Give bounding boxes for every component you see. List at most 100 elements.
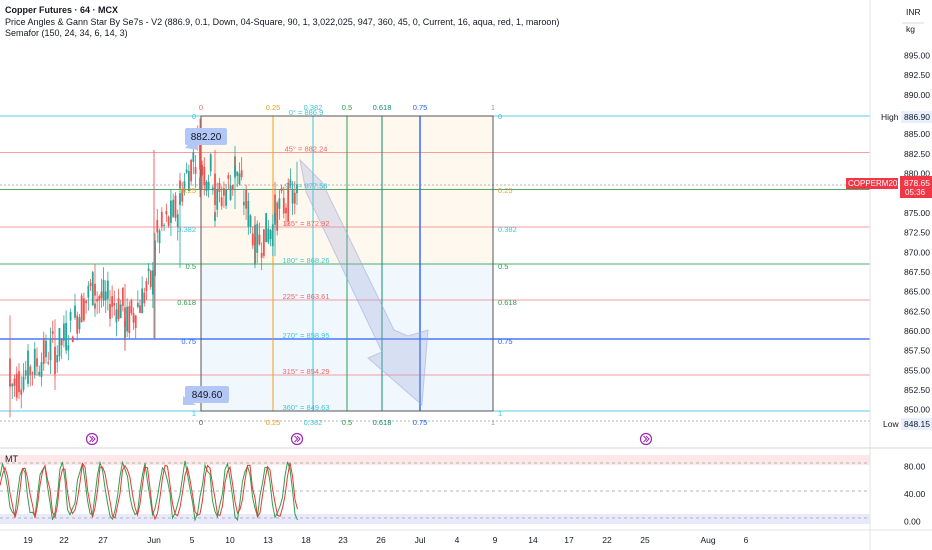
candle-body	[211, 187, 214, 191]
callout-top-text: 882.20	[191, 132, 222, 143]
price-tick: 870.00	[904, 247, 930, 257]
fib-label-left: 0.5	[186, 262, 196, 271]
candle-body	[47, 362, 50, 364]
candle-body	[201, 164, 204, 176]
candle-body	[67, 345, 70, 351]
candle-body	[238, 173, 241, 185]
time-tick: 6	[744, 535, 749, 545]
event-markers[interactable]	[85, 432, 653, 446]
candle-body	[76, 315, 79, 334]
event-marker-lightning-icon	[294, 435, 301, 443]
time-axis[interactable]: 19 22 27 Jun 5 10 13 18 23 26 Jul 4 9 14 17 22 25 Aug 6	[23, 535, 748, 545]
price-tick: 895.00	[904, 51, 930, 61]
candle-body	[163, 224, 165, 226]
candle-body	[236, 171, 239, 176]
candle-body	[139, 305, 141, 313]
candle-body	[62, 323, 65, 341]
candle-body	[69, 311, 72, 321]
candle-body	[96, 298, 99, 302]
gann-square-border	[200, 115, 494, 412]
candle-body	[242, 201, 245, 206]
fib-label-right: 0.25	[498, 186, 513, 195]
fib-label-left: 0.25	[181, 186, 196, 195]
candle-body	[87, 285, 90, 298]
fib-label-left: 0	[192, 112, 196, 121]
candle-body	[100, 291, 103, 299]
candle-body	[156, 220, 159, 233]
fib-label-bottom: 0.75	[413, 418, 428, 427]
fib-label-bottom: 1	[491, 418, 495, 427]
price-tick: 867.50	[904, 267, 930, 277]
candle-body	[218, 182, 221, 192]
time-tick: 23	[338, 535, 348, 545]
fib-label-left: 0.382	[177, 225, 196, 234]
candle-body	[205, 181, 208, 192]
angle-label: 270° = 858.95	[283, 331, 330, 340]
candle-body	[174, 195, 177, 218]
candle-body	[126, 306, 129, 332]
candle-body	[143, 292, 146, 304]
event-marker-forward-icon	[643, 435, 650, 443]
time-tick: 27	[98, 535, 108, 545]
last-price-box	[900, 176, 932, 198]
candle-body	[89, 282, 92, 286]
high-tag-value: 886.90	[904, 112, 930, 122]
high-tag-label: High	[881, 112, 899, 122]
candle-body	[296, 184, 298, 194]
candle-body	[149, 270, 152, 287]
fib-label-right: 0.5	[498, 262, 508, 271]
time-tick: 17	[564, 535, 574, 545]
candle-body	[216, 189, 219, 210]
candle-body	[229, 185, 232, 200]
candle-body	[31, 372, 34, 374]
candle-body	[258, 234, 261, 245]
candle-body	[271, 224, 274, 247]
price-tick: 860.00	[904, 326, 930, 336]
fib-label-left: 0.75	[181, 337, 196, 346]
candle-body	[115, 309, 118, 323]
osc-tick: 40.00	[904, 489, 926, 499]
time-tick: Jun	[147, 535, 161, 545]
fib-label-bottom: 0.5	[342, 418, 352, 427]
candle-body	[293, 192, 296, 204]
fib-label-top: 0.5	[342, 103, 352, 112]
price-tick: 880.00	[904, 169, 930, 179]
candle-body	[134, 315, 137, 329]
candle-body	[106, 280, 109, 299]
candle-body	[82, 298, 85, 321]
candle-body	[33, 348, 36, 376]
last-price-value: 878.65	[904, 178, 930, 188]
chart-title[interactable]: Copper Futures · 64 · MCX	[5, 5, 119, 15]
candle-body	[158, 230, 161, 244]
fib-label-left: 1	[192, 409, 196, 418]
candle-body	[181, 189, 184, 202]
candle-body	[141, 288, 144, 314]
candle-body	[262, 229, 265, 256]
callout-top-box	[185, 128, 227, 145]
fib-label-right: 0.618	[498, 298, 517, 307]
fib-label-top: 0.618	[373, 103, 392, 112]
semafor-legend[interactable]: Semafor (150, 24, 34, 6, 14, 3)	[5, 28, 128, 38]
angle-label: 135° = 872.92	[283, 219, 330, 228]
candle-body	[227, 175, 230, 179]
symbol-tag-box	[846, 178, 898, 189]
candle-body	[80, 295, 83, 323]
candle-body	[185, 169, 188, 173]
candle-body	[179, 180, 181, 189]
callout-bottom-box	[185, 386, 229, 403]
currency-label: INR	[906, 7, 921, 17]
candle-body	[194, 167, 197, 174]
candle-body	[267, 228, 270, 243]
candle-body	[124, 307, 126, 328]
candle-body	[65, 322, 68, 351]
fib-label-bottom: 0.382	[304, 418, 323, 427]
candle-body	[245, 190, 248, 209]
osc-line-fast	[0, 460, 298, 522]
candle-body	[22, 376, 25, 390]
indicator-legend[interactable]: Price Angles & Gann Star By Se7s - V2 (8…	[5, 17, 560, 27]
candle-body	[29, 366, 32, 376]
fib-label-top: 0.382	[304, 103, 323, 112]
candle-body	[78, 317, 81, 330]
time-tick: 14	[528, 535, 538, 545]
